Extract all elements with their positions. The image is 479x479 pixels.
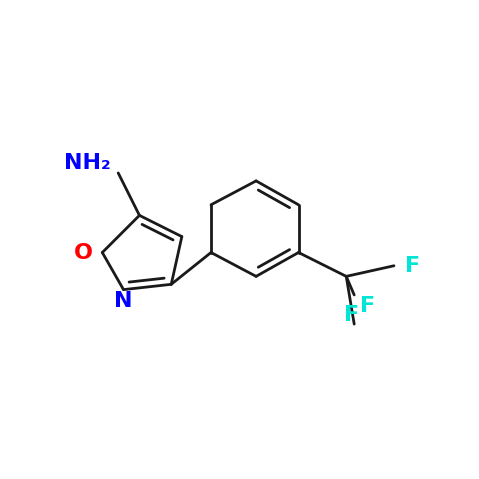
Text: N: N xyxy=(114,291,133,311)
Text: F: F xyxy=(360,296,375,316)
Text: F: F xyxy=(344,305,359,325)
Text: F: F xyxy=(405,256,420,276)
Text: O: O xyxy=(74,242,93,262)
Text: NH₂: NH₂ xyxy=(64,153,110,173)
